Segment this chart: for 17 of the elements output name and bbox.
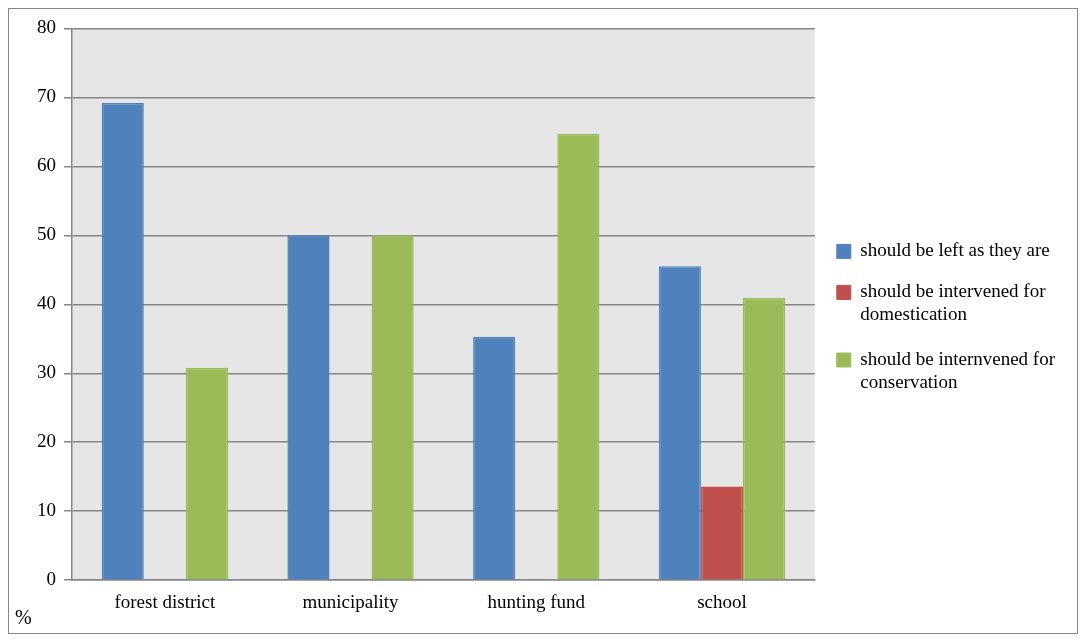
y-tick-label: 40 (37, 292, 56, 314)
y-tick-label: 80 (37, 16, 56, 38)
y-tick-label: 0 (46, 568, 56, 590)
y-tick-label: 60 (37, 154, 56, 176)
y-tick-label: 20 (37, 430, 56, 452)
y-tick-label: 50 (37, 223, 56, 245)
x-tick-label: forest district (114, 590, 216, 612)
y-tick-label: 10 (37, 499, 56, 521)
y-axis-title: % (15, 606, 32, 629)
y-tick-label: 70 (37, 85, 56, 107)
x-tick-label: school (697, 590, 747, 612)
x-tick-label: hunting fund (487, 590, 586, 612)
x-tick-label: municipality (302, 590, 400, 612)
legend-label: should be internvened for conservation (860, 347, 1056, 392)
y-tick-label: 30 (37, 361, 56, 383)
legend-label: should be intervened for domestication (860, 280, 1047, 325)
legend-label: should be left as they are (860, 239, 1050, 261)
